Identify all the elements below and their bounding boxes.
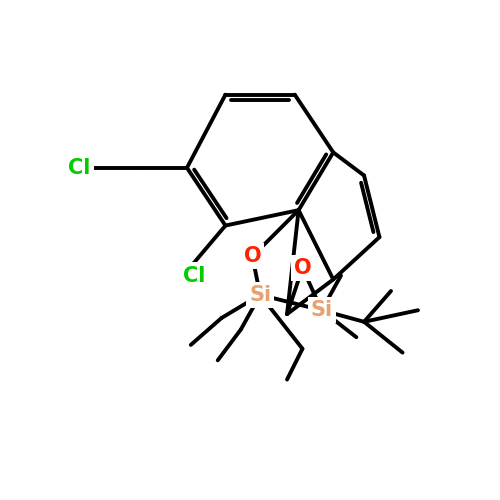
Text: O: O xyxy=(294,258,312,278)
Text: Cl: Cl xyxy=(183,266,206,285)
Text: Si: Si xyxy=(249,285,271,305)
Text: Cl: Cl xyxy=(68,158,90,178)
Text: Si: Si xyxy=(310,300,333,320)
Text: O: O xyxy=(244,246,261,266)
